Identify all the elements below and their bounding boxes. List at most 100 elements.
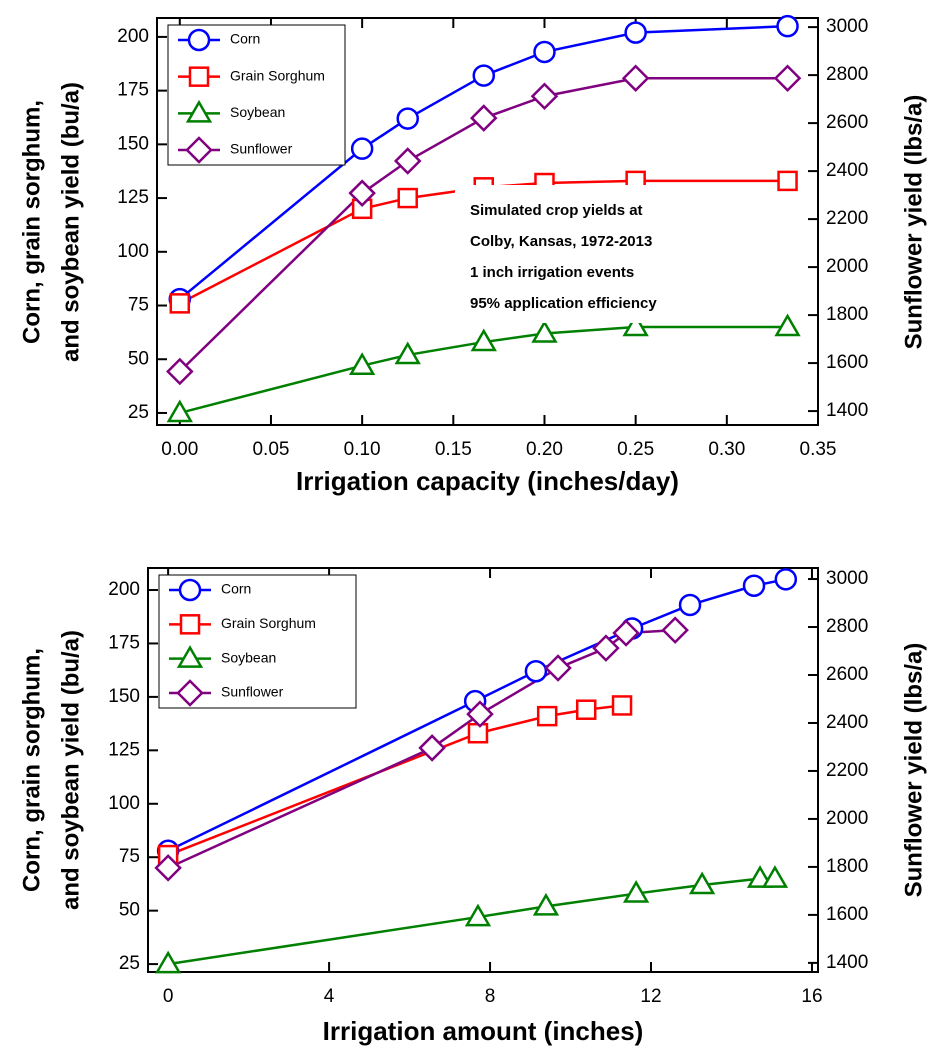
annotation-box bbox=[455, 185, 730, 323]
legend-label: Soybean bbox=[230, 104, 285, 120]
legend-marker bbox=[179, 614, 201, 635]
y2-tick-label: 2800 bbox=[826, 616, 868, 637]
legend-label: Corn bbox=[221, 581, 251, 597]
y2-tick-label: 3000 bbox=[826, 16, 868, 37]
legend-label: Grain Sorghum bbox=[230, 67, 325, 83]
y-axis-label: Corn, grain sorghum, bbox=[18, 100, 45, 344]
legend-label: Soybean bbox=[221, 649, 276, 665]
data-point bbox=[169, 293, 191, 314]
x-tick-label: 0 bbox=[163, 986, 174, 1007]
x-tick-label: 0.10 bbox=[344, 439, 381, 460]
x-tick-label: 8 bbox=[485, 986, 496, 1007]
data-point bbox=[774, 568, 798, 591]
y-tick-label: 200 bbox=[117, 26, 149, 47]
legend-marker bbox=[176, 679, 204, 707]
annotation: Simulated crop yields at bbox=[470, 202, 643, 219]
data-point bbox=[661, 616, 689, 644]
y-tick-label: 100 bbox=[117, 241, 149, 262]
series-line bbox=[167, 704, 623, 857]
y2-tick-label: 1600 bbox=[826, 904, 868, 925]
data-point bbox=[532, 892, 560, 916]
data-point bbox=[773, 64, 802, 93]
x-tick-label: 0.00 bbox=[161, 439, 198, 460]
data-point bbox=[350, 137, 374, 160]
y-tick-label: 175 bbox=[117, 80, 149, 101]
data-point bbox=[774, 313, 801, 337]
x-axis-label: Irrigation amount (inches) bbox=[323, 1016, 644, 1046]
y2-tick-label: 1400 bbox=[826, 400, 868, 421]
data-point bbox=[533, 40, 556, 64]
data-point bbox=[575, 699, 597, 720]
y2-tick-label: 2600 bbox=[826, 664, 868, 685]
legend-marker bbox=[185, 99, 213, 123]
legend-label: Sunflower bbox=[221, 684, 284, 700]
y-tick-label: 50 bbox=[128, 348, 149, 369]
y-tick-label: 150 bbox=[117, 133, 149, 154]
y2-tick-label: 2200 bbox=[826, 208, 868, 229]
y2-tick-label: 1800 bbox=[826, 856, 868, 877]
data-point bbox=[536, 705, 558, 727]
data-point bbox=[154, 854, 182, 882]
data-point bbox=[393, 147, 422, 175]
data-point bbox=[530, 82, 559, 111]
x-tick-label: 12 bbox=[640, 986, 661, 1007]
x-axis-label: Irrigation capacity (inches/day) bbox=[296, 466, 679, 496]
data-point bbox=[467, 722, 489, 744]
x-tick-label: 0.35 bbox=[800, 439, 837, 460]
data-point bbox=[592, 634, 620, 662]
x-tick-label: 4 bbox=[324, 986, 335, 1007]
y-tick-label: 175 bbox=[108, 632, 140, 653]
annotation: Colby, Kansas, 1972-2013 bbox=[470, 233, 652, 250]
legend-marker bbox=[176, 645, 204, 668]
y-tick-label: 75 bbox=[128, 295, 149, 316]
legend-marker bbox=[185, 136, 213, 164]
legend-marker bbox=[188, 66, 210, 87]
data-point bbox=[166, 357, 194, 386]
y-tick-label: 25 bbox=[119, 953, 140, 974]
y-tick-label: 50 bbox=[119, 900, 140, 921]
y2-axis-label: Sunflower yield (lbs/a) bbox=[900, 643, 927, 898]
data-point bbox=[348, 352, 376, 375]
legend-label: Grain Sorghum bbox=[221, 615, 316, 631]
y2-tick-label: 3000 bbox=[826, 568, 868, 589]
y2-tick-label: 2800 bbox=[826, 64, 868, 85]
data-point bbox=[622, 313, 649, 337]
y2-tick-label: 2200 bbox=[826, 760, 868, 781]
data-point bbox=[397, 187, 418, 209]
data-point bbox=[777, 170, 798, 192]
y2-tick-label: 1400 bbox=[826, 952, 868, 973]
y2-tick-label: 2600 bbox=[826, 112, 868, 133]
annotation: 1 inch irrigation events bbox=[470, 264, 634, 281]
data-point bbox=[624, 21, 647, 44]
y2-tick-label: 2000 bbox=[826, 256, 868, 277]
data-point bbox=[466, 700, 494, 728]
y-tick-label: 150 bbox=[108, 686, 140, 707]
data-point bbox=[678, 593, 702, 617]
x-tick-label: 0.15 bbox=[435, 439, 472, 460]
data-point bbox=[470, 328, 497, 352]
data-point bbox=[464, 903, 492, 927]
y-tick-label: 100 bbox=[108, 793, 140, 814]
legend-marker bbox=[187, 28, 211, 52]
legend-label: Corn bbox=[230, 31, 260, 47]
y2-axis-label: Sunflower yield (lbs/a) bbox=[900, 95, 927, 350]
x-tick-label: 16 bbox=[801, 986, 822, 1007]
x-tick-label: 0.30 bbox=[708, 439, 745, 460]
y-tick-label: 125 bbox=[108, 739, 140, 760]
x-tick-label: 0.25 bbox=[617, 439, 654, 460]
data-point bbox=[612, 619, 640, 647]
data-point bbox=[688, 871, 716, 895]
data-point bbox=[166, 399, 193, 423]
data-point bbox=[418, 734, 446, 762]
x-tick-label: 0.20 bbox=[526, 439, 563, 460]
data-point bbox=[531, 319, 558, 343]
y2-tick-label: 1600 bbox=[826, 352, 868, 373]
data-point bbox=[394, 341, 421, 365]
y-tick-label: 75 bbox=[119, 846, 140, 867]
y-axis-label: and soybean yield (bu/a) bbox=[57, 630, 84, 910]
data-point bbox=[154, 950, 182, 974]
y-tick-label: 125 bbox=[117, 187, 149, 208]
y-tick-label: 200 bbox=[108, 579, 140, 600]
data-point bbox=[622, 880, 650, 903]
legend-label: Sunflower bbox=[230, 141, 293, 157]
